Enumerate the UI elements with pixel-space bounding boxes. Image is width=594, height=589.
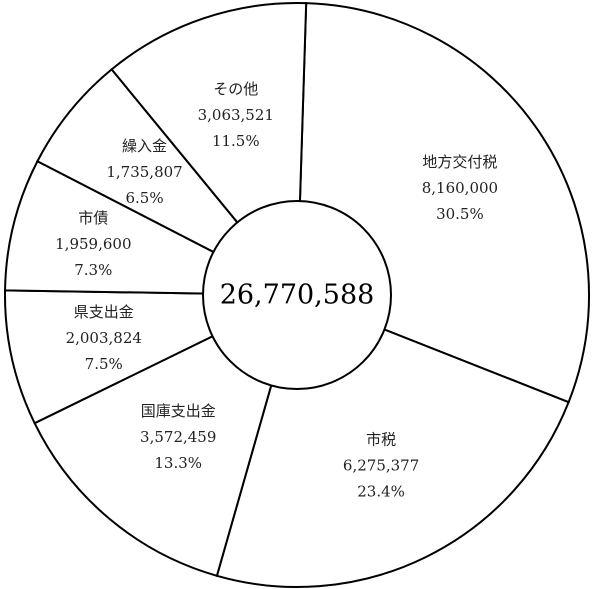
slice-value-label: 8,160,000 bbox=[422, 179, 498, 197]
slice-value-label: 6,275,377 bbox=[343, 456, 419, 474]
slice-category-label: その他 bbox=[213, 80, 258, 98]
slice-value-label: 2,003,824 bbox=[66, 329, 142, 347]
slice-percent-label: 13.3% bbox=[154, 454, 202, 472]
pie-slice bbox=[33, 293, 299, 578]
label-group: 地方交付税 8,160,000 30.5% 市税 6,275,377 23.4% 国庫支出金… bbox=[55, 80, 498, 500]
slice-percent-label: 30.5% bbox=[436, 205, 484, 223]
slice-percent-label: 7.3% bbox=[74, 261, 112, 279]
slice-category-label: 市税 bbox=[366, 430, 396, 448]
total-value-label: 26,770,588 bbox=[220, 280, 375, 311]
slice-percent-label: 23.4% bbox=[357, 482, 405, 500]
slice-category-label: 県支出金 bbox=[74, 303, 134, 321]
slice-percent-label: 6.5% bbox=[125, 189, 163, 207]
slice-category-label: 市債 bbox=[78, 209, 108, 227]
slice-value-label: 1,735,807 bbox=[106, 163, 182, 181]
slice-value-label: 3,063,521 bbox=[198, 106, 274, 124]
center-disc bbox=[202, 200, 392, 390]
slice-percent-label: 7.5% bbox=[85, 355, 123, 373]
slice-value-label: 1,959,600 bbox=[55, 235, 131, 253]
slice-category-label: 地方交付税 bbox=[422, 153, 497, 171]
slice-value-label: 3,572,459 bbox=[140, 428, 216, 446]
slice-category-label: 繰入金 bbox=[122, 137, 167, 155]
slice-percent-label: 11.5% bbox=[212, 132, 260, 150]
slice-category-label: 国庫支出金 bbox=[141, 402, 216, 420]
